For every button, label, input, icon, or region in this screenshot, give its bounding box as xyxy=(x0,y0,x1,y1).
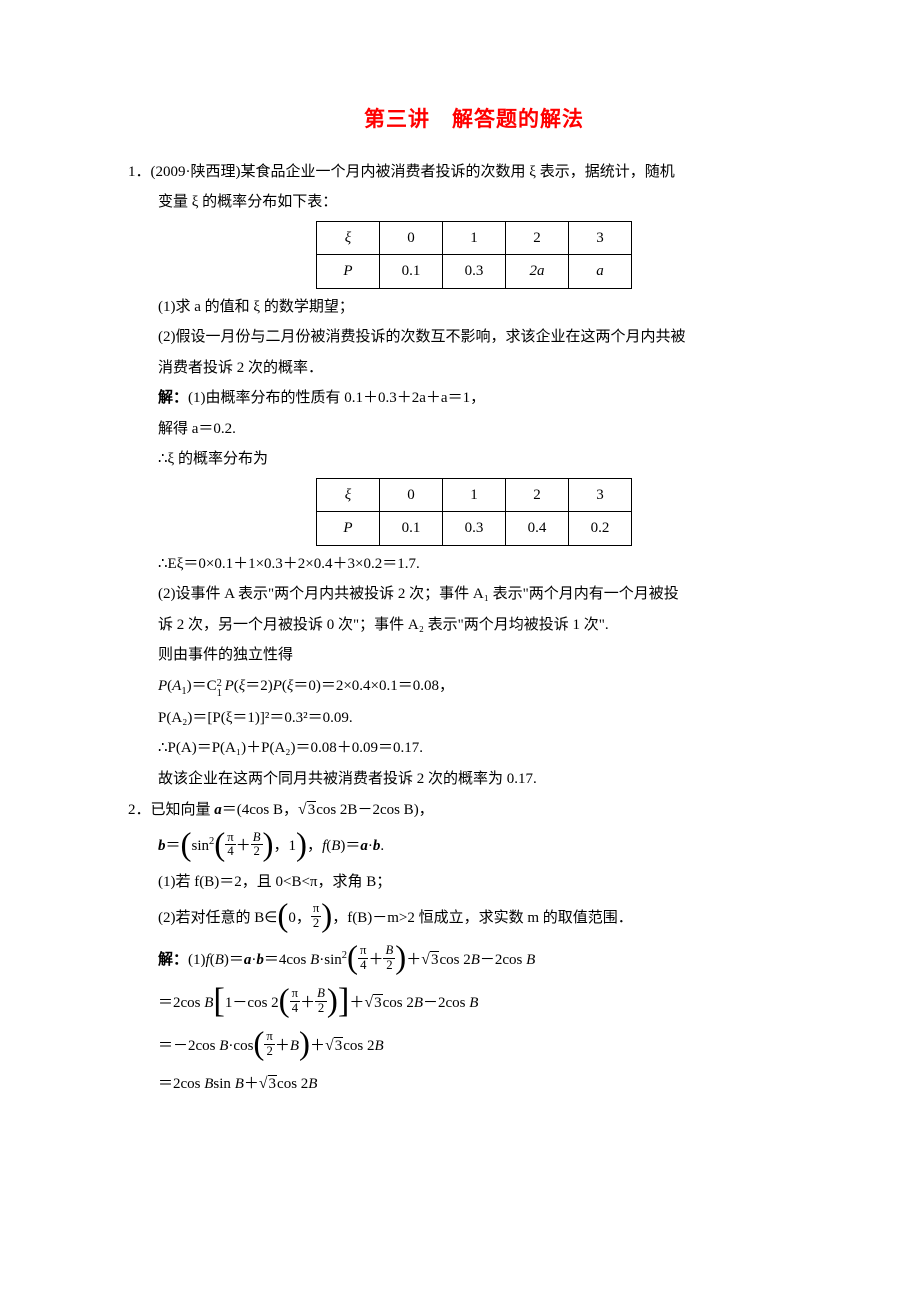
solution-line: P(A1)＝C12P(ξ＝2)P(ξ＝0)＝2×0.4×0.1＝0.08， xyxy=(128,672,820,702)
problem-2-stem: 2．已知向量 a＝(4cos B，3cos 2B－2cos B)， xyxy=(128,795,820,825)
solution-line: 解：(1)f(B)＝a·b＝4cos B·sin2(π4＋B2)＋3cos 2B… xyxy=(128,940,820,981)
probability-table-1: ξ 0 1 2 3 P 0.1 0.3 2a a xyxy=(316,221,632,289)
probability-table-2: ξ 0 1 2 3 P 0.1 0.3 0.4 0.2 xyxy=(316,478,632,546)
solution-line: 则由事件的独立性得 xyxy=(128,641,820,670)
solution-line: ＝2cos Bsin B＋3cos 2B xyxy=(128,1069,820,1099)
table-row: ξ 0 1 2 3 xyxy=(317,478,632,512)
question-2: (2)若对任意的 B∈(0，π2)，f(B)－m>2 恒成立，求实数 m 的取值… xyxy=(128,899,820,938)
solution-label: 解： xyxy=(158,390,188,406)
solution-line: ∴ξ 的概率分布为 xyxy=(128,445,820,474)
stem-text: 某食品企业一个月内被消费者投诉的次数用 ξ 表示，据统计，随机 xyxy=(241,164,675,180)
table-cell: 2 xyxy=(506,478,569,512)
table-cell: 0.2 xyxy=(569,512,632,546)
question-2: (2)假设一月份与二月份被消费投诉的次数互不影响，求该企业在这两个月内共被 xyxy=(128,323,820,352)
table-cell: 1 xyxy=(443,478,506,512)
problem-source: (2009·陕西理) xyxy=(151,164,241,180)
solution-line: ＝2cos B[1－cos 2(π4＋B2)]＋3cos 2B－2cos B xyxy=(128,983,820,1024)
table-row: P 0.1 0.3 2a a xyxy=(317,255,632,289)
solution-label: 解： xyxy=(158,952,188,968)
table-cell: 3 xyxy=(569,221,632,255)
table-cell: 2a xyxy=(506,255,569,289)
stem-continuation: 变量 ξ 的概率分布如下表： xyxy=(128,188,820,217)
question-2-cont: 消费者投诉 2 次的概率． xyxy=(128,354,820,383)
question-1: (1)若 f(B)＝2，且 0<B<π，求角 B； xyxy=(128,868,820,897)
table-row: P 0.1 0.3 0.4 0.2 xyxy=(317,512,632,546)
table-cell: 0 xyxy=(380,478,443,512)
problem-1-stem: 1．(2009·陕西理)某食品企业一个月内被消费者投诉的次数用 ξ 表示，据统计… xyxy=(128,158,820,187)
table-cell: 0.1 xyxy=(380,512,443,546)
solution-line: 诉 2 次，另一个月被投诉 0 次"；事件 A₂ 表示"两个月均被投诉 1 次"… xyxy=(128,611,820,640)
stem-text: ＝(4cos B， xyxy=(222,802,298,818)
problem-number: 1． xyxy=(128,158,151,187)
table-cell: 1 xyxy=(443,221,506,255)
table-cell: 3 xyxy=(569,478,632,512)
table-cell: P xyxy=(317,255,380,289)
table-cell: 0.3 xyxy=(443,255,506,289)
solution-line: P(A₂)＝[P(ξ＝1)]²＝0.3²＝0.09. xyxy=(128,704,820,733)
table-cell: 0 xyxy=(380,221,443,255)
table-cell: ξ xyxy=(317,221,380,255)
solution-line: ∴P(A)＝P(A₁)＋P(A₂)＝0.08＋0.09＝0.17. xyxy=(128,734,820,763)
solution-text: (1)由概率分布的性质有 0.1＋0.3＋2a＋a＝1， xyxy=(188,390,485,406)
vector-b-line: b＝(sin2(π4＋B2)，1)，f(B)＝a·b. xyxy=(128,827,820,866)
solution-line: 故该企业在这两个同月共被消费者投诉 2 次的概率为 0.17. xyxy=(128,765,820,794)
table-cell: 0.3 xyxy=(443,512,506,546)
solution-line: 解得 a＝0.2. xyxy=(128,415,820,444)
table-cell: ξ xyxy=(317,478,380,512)
solution-line: ＝－2cos B·cos(π2＋B)＋3cos 2B xyxy=(128,1026,820,1067)
table-cell: a xyxy=(569,255,632,289)
solution-line: (2)设事件 A 表示"两个月内共被投诉 2 次；事件 A₁ 表示"两个月内有一… xyxy=(128,580,820,609)
problem-number: 2． xyxy=(128,796,151,825)
page-title: 第三讲 解答题的解法 xyxy=(128,100,820,140)
solution-line: ∴Eξ＝0×0.1＋1×0.3＋2×0.4＋3×0.2＝1.7. xyxy=(128,550,820,579)
table-row: ξ 0 1 2 3 xyxy=(317,221,632,255)
table-cell: 0.4 xyxy=(506,512,569,546)
solution-line: 解：(1)由概率分布的性质有 0.1＋0.3＋2a＋a＝1， xyxy=(128,384,820,413)
stem-text: cos 2B－2cos B)， xyxy=(316,802,434,818)
table-cell: 0.1 xyxy=(380,255,443,289)
document-page: 第三讲 解答题的解法 1．(2009·陕西理)某食品企业一个月内被消费者投诉的次… xyxy=(0,0,920,1302)
stem-text: 已知向量 xyxy=(151,802,215,818)
table-cell: 2 xyxy=(506,221,569,255)
question-1: (1)求 a 的值和 ξ 的数学期望； xyxy=(128,293,820,322)
table-cell: P xyxy=(317,512,380,546)
